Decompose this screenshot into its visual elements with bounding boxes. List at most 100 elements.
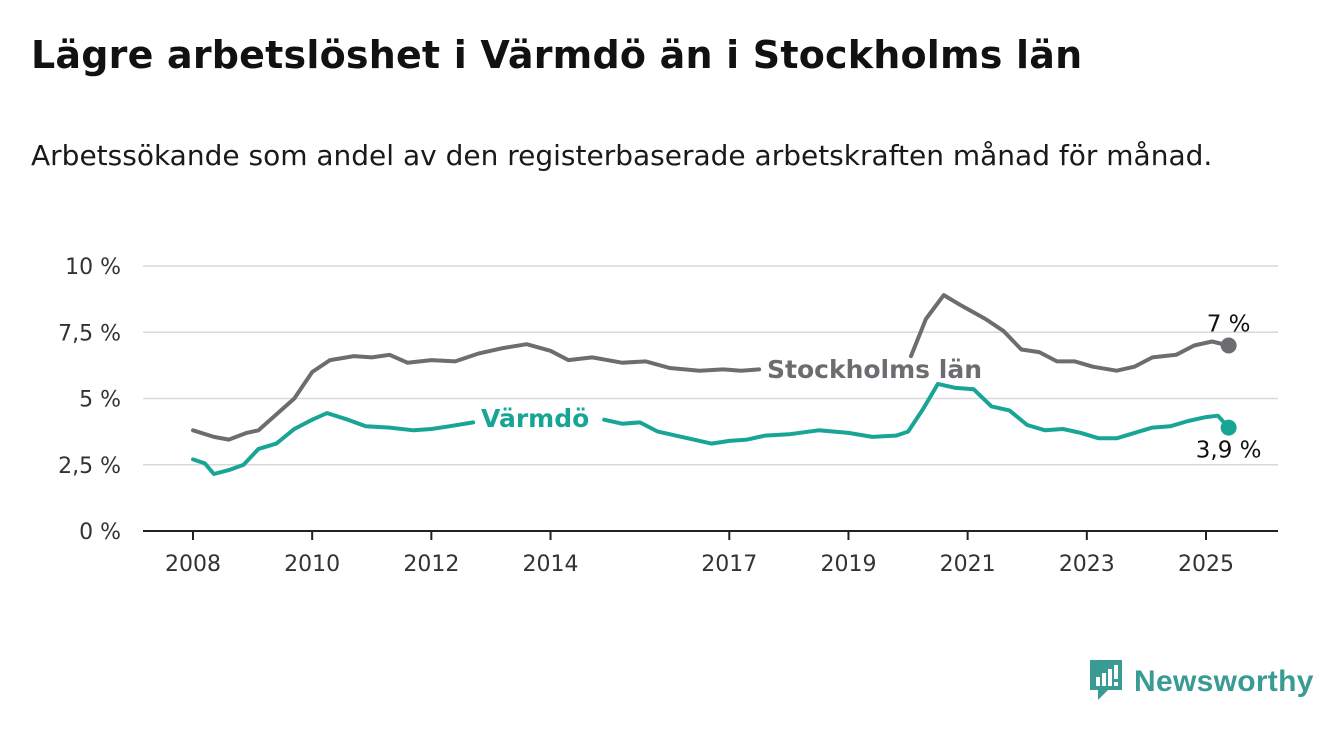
data-point <box>227 468 231 472</box>
data-point <box>763 434 767 438</box>
data-point <box>1174 353 1178 357</box>
data-point <box>388 426 392 430</box>
brand-logo[interactable]: Newsworthy <box>1088 660 1314 704</box>
y-tick-label: 5 % <box>79 388 121 413</box>
data-point <box>1186 419 1190 423</box>
data-point <box>212 435 216 439</box>
data-point <box>983 317 988 321</box>
data-point <box>894 434 898 438</box>
data-point <box>1168 424 1172 428</box>
data-point <box>1037 350 1041 354</box>
data-point <box>1192 343 1196 348</box>
data-point <box>1073 359 1077 363</box>
x-tick-label: 2021 <box>940 552 996 577</box>
data-point <box>310 418 314 422</box>
y-tick-label: 7,5 % <box>58 321 121 346</box>
data-point <box>411 428 416 432</box>
data-point <box>292 427 296 431</box>
data-point <box>972 387 976 391</box>
data-point <box>242 463 246 467</box>
data-point <box>191 457 195 462</box>
data-point <box>1001 329 1006 333</box>
data-point <box>212 472 216 476</box>
data-point <box>757 367 761 371</box>
x-tick-label: 2025 <box>1178 552 1234 577</box>
data-point <box>1055 359 1059 363</box>
data-point <box>1079 431 1083 435</box>
data-point <box>960 304 964 308</box>
data-point <box>942 293 946 297</box>
data-point <box>590 355 594 360</box>
data-point <box>566 358 571 362</box>
x-tick-label: 2017 <box>701 552 757 577</box>
series-layer <box>191 293 1237 476</box>
data-point <box>787 432 791 436</box>
data-point <box>1132 431 1137 435</box>
data-point <box>727 439 731 443</box>
end-value-label: 3,9 % <box>1196 438 1262 464</box>
data-point <box>906 430 910 434</box>
data-point <box>501 346 505 350</box>
data-point <box>471 420 475 424</box>
data-point <box>668 366 672 370</box>
data-point <box>638 420 642 424</box>
data-point <box>989 404 994 409</box>
data-point <box>370 355 374 360</box>
y-tick-label: 10 % <box>65 255 121 280</box>
data-point <box>1091 365 1095 369</box>
data-point <box>870 435 874 439</box>
chart-title: Lägre arbetslöshet i Värmdö än i Stockho… <box>31 33 1083 77</box>
x-tick-label: 2012 <box>403 552 459 577</box>
data-point <box>674 434 678 438</box>
data-point <box>352 354 356 358</box>
x-tick-label: 2019 <box>820 552 876 577</box>
data-point <box>656 430 660 434</box>
data-point <box>429 427 433 431</box>
y-tick-label: 2,5 % <box>58 454 121 479</box>
data-point <box>1061 427 1065 431</box>
data-point <box>274 412 279 416</box>
data-point <box>245 431 249 435</box>
data-point <box>1204 415 1208 419</box>
data-point <box>1115 436 1119 440</box>
data-point <box>745 437 749 442</box>
data-point <box>936 382 940 386</box>
end-point-marker <box>1220 337 1237 354</box>
data-point <box>1115 369 1119 373</box>
data-point <box>1150 355 1154 360</box>
y-axis: 0 % 2,5 % 5 % 7,5 % 10 % <box>58 255 121 545</box>
data-point <box>691 437 696 442</box>
x-tick-label: 2008 <box>165 552 221 577</box>
y-tick-label: 0 % <box>79 520 121 545</box>
end-value-label: 7 % <box>1207 312 1251 338</box>
data-point <box>203 461 207 466</box>
data-point <box>525 342 529 346</box>
data-point <box>364 424 368 428</box>
data-point <box>388 353 392 357</box>
label-layer: 7 % 3,9 % Stockholms län Värmdö <box>478 312 1262 464</box>
data-point <box>1210 339 1214 344</box>
data-point <box>697 369 702 373</box>
data-point <box>1007 408 1011 413</box>
brand-name: Newsworthy <box>1134 665 1314 698</box>
series-label: Värmdö <box>481 404 589 433</box>
data-point <box>429 358 433 362</box>
data-point <box>602 418 606 422</box>
x-tick-label: 2010 <box>284 552 340 577</box>
data-point <box>256 428 261 432</box>
data-point <box>620 361 624 365</box>
data-point <box>1019 347 1023 352</box>
data-point <box>739 369 743 373</box>
data-point <box>328 358 332 362</box>
newsworthy-logo-icon <box>1088 658 1124 706</box>
data-point <box>453 359 457 363</box>
data-point <box>346 418 350 422</box>
data-point <box>310 370 314 374</box>
x-axis: 2008 2010 2012 2014 2017 2019 2021 2023 2025 <box>143 530 1278 577</box>
data-point <box>954 386 958 390</box>
data-point <box>227 437 231 442</box>
series-line-stockholms-lan <box>191 293 1231 442</box>
data-point <box>256 447 261 451</box>
data-point <box>405 361 410 365</box>
